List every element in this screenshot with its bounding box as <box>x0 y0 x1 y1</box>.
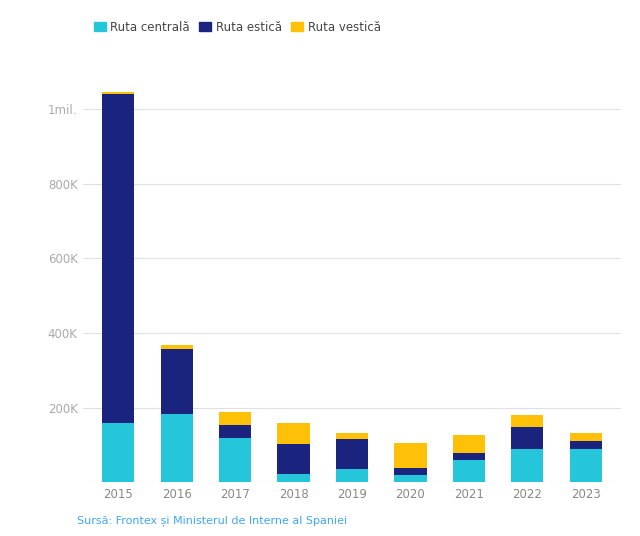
Bar <box>161 414 193 482</box>
Bar <box>336 470 368 482</box>
Bar <box>336 440 368 470</box>
Bar <box>453 435 485 452</box>
Bar <box>219 412 252 425</box>
Bar <box>453 452 485 460</box>
Text: Sursă: Frontex și Ministerul de Interne al Spaniei: Sursă: Frontex și Ministerul de Interne … <box>77 516 347 526</box>
Bar <box>219 425 252 438</box>
Bar <box>278 444 310 474</box>
Bar <box>102 423 134 482</box>
Bar <box>453 460 485 482</box>
Bar <box>336 433 368 440</box>
Bar <box>219 438 252 482</box>
Bar <box>511 449 543 482</box>
Bar <box>570 441 602 449</box>
Bar <box>394 468 426 475</box>
Bar <box>278 474 310 482</box>
Legend: Ruta centrală, Ruta estică, Ruta vestică: Ruta centrală, Ruta estică, Ruta vestică <box>89 16 386 38</box>
Bar <box>102 94 134 423</box>
Bar <box>394 475 426 482</box>
Bar <box>394 443 426 468</box>
Bar <box>102 92 134 94</box>
Bar <box>161 349 193 414</box>
Bar <box>511 415 543 427</box>
Bar <box>278 423 310 444</box>
Bar <box>511 427 543 449</box>
Bar <box>570 433 602 441</box>
Bar <box>161 345 193 349</box>
Bar <box>570 449 602 482</box>
